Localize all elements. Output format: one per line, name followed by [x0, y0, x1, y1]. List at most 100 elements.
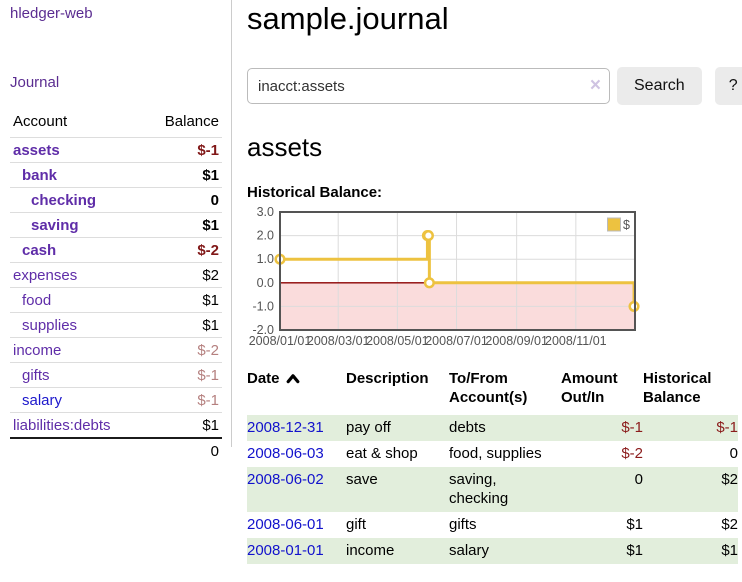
y-tick-label: -2.0 [252, 323, 274, 337]
account-row: saving $1 [10, 212, 222, 238]
account-row: checking 0 [10, 187, 222, 213]
accounts-table: Account Balance assets $-1 bank $1 checking 0… [10, 110, 222, 463]
transaction-description: save [346, 471, 378, 489]
account-balance: $1 [142, 212, 222, 238]
search-input[interactable] [247, 68, 610, 105]
sort-ascending-icon [286, 374, 299, 384]
account-link[interactable]: cash [22, 242, 57, 259]
account-link[interactable]: income [13, 342, 62, 359]
account-row: cash $-2 [10, 237, 222, 263]
register-header-description: Description [346, 370, 429, 388]
account-row: food $1 [10, 287, 222, 313]
sidebar: hledger-web Journal Account Balance asse… [0, 0, 232, 463]
sidebar-item-journal[interactable]: Journal [10, 74, 60, 91]
transaction-balance: $-1 [716, 419, 738, 437]
clear-search-icon[interactable]: × [589, 75, 601, 97]
balance-chart: 3.0 2.0 1.0 0.0 -1.0 -2.02008/01/012008/03/01… [249, 205, 640, 348]
x-tick-label: 2008/09/01 [485, 334, 548, 348]
account-balance: $-1 [142, 387, 222, 413]
transaction-date-link[interactable]: 2008-06-01 [247, 516, 324, 534]
register-header-accounts: To/From Account(s) [449, 370, 528, 407]
account-row: gifts $-1 [10, 362, 222, 388]
y-tick-label: 2.0 [257, 229, 274, 243]
transaction-amount: 0 [634, 471, 643, 489]
accounts-header-row: Account Balance [10, 110, 222, 138]
account-link[interactable]: expenses [13, 267, 78, 284]
x-tick-label: 2008/03/01 [307, 334, 370, 348]
transaction-balance: $2 [721, 516, 738, 534]
transaction-accounts: saving, checking [449, 471, 509, 508]
transaction-amount: $-2 [621, 445, 643, 463]
transaction-balance: $1 [721, 542, 738, 560]
search-button[interactable]: Search [617, 67, 702, 106]
account-link[interactable]: food [22, 292, 52, 309]
y-tick-label: -1.0 [252, 299, 274, 313]
register-row: 2008-12-31 pay off debts $-1 $-1 [247, 415, 738, 442]
account-balance: $1 [142, 287, 222, 313]
help-button[interactable]: ? [714, 67, 742, 106]
register-header-amount: Amount Out/In [561, 370, 618, 407]
account-balance: $1 [142, 312, 222, 338]
transaction-description: gift [346, 516, 367, 534]
legend-swatch [607, 217, 621, 232]
x-tick-label: 2008/11/01 [545, 334, 607, 348]
account-row: salary $-1 [10, 387, 222, 413]
accounts-total-spacer [10, 437, 143, 463]
register-table: Date Description To/From Account(s) Amou… [247, 367, 738, 565]
transaction-date-link[interactable]: 2008-06-02 [247, 471, 324, 489]
account-balance: $-2 [142, 237, 222, 263]
transaction-accounts: gifts [449, 516, 477, 534]
account-link[interactable]: saving [31, 217, 79, 234]
account-row: liabilities:debts $1 [10, 413, 222, 439]
x-tick-label: 2008/07/01 [425, 334, 488, 348]
account-link[interactable]: bank [22, 167, 58, 184]
page-title: sample.journal [247, 1, 449, 36]
account-link[interactable]: supplies [22, 317, 78, 334]
account-link[interactable]: checking [31, 192, 97, 209]
x-tick-label: 2008/05/01 [366, 334, 429, 348]
accounts-table-body: assets $-1 bank $1 checking 0 saving $1 cash $-2 e… [10, 137, 222, 439]
main-panel: sample.journal × Search ? assets Histori… [232, 0, 742, 565]
register-table-body: 2008-12-31 pay off debts $-1 $-1 2008-06-03 ea… [247, 415, 738, 565]
account-row: assets $-1 [10, 137, 222, 163]
account-row: supplies $1 [10, 312, 222, 338]
account-balance: $-1 [142, 137, 222, 163]
register-row: 2008-01-01 income salary $1 $1 [247, 538, 738, 565]
transaction-amount: $-1 [621, 419, 643, 437]
account-link[interactable]: salary [22, 392, 63, 409]
account-row: expenses $2 [10, 262, 222, 288]
sidebar-nav: Journal [10, 74, 222, 92]
account-link[interactable]: assets [13, 142, 60, 159]
register-header-date[interactable]: Date [247, 367, 346, 415]
brand-link[interactable]: hledger-web [10, 5, 93, 22]
transaction-date-link[interactable]: 2008-12-31 [247, 419, 324, 437]
register-row: 2008-06-02 save saving, checking 0 $2 [247, 467, 738, 513]
transaction-description: pay off [346, 419, 391, 437]
register-header-balance: Historical Balance [643, 370, 712, 407]
transaction-date-link[interactable]: 2008-06-03 [247, 445, 324, 463]
accounts-total-row: 0 [10, 437, 222, 463]
account-link[interactable]: liabilities:debts [13, 417, 111, 434]
register-row: 2008-06-03 eat & shop food, supplies $-2 0 [247, 441, 738, 467]
transaction-date-link[interactable]: 2008-01-01 [247, 542, 324, 560]
data-point [422, 230, 434, 242]
y-tick-label: 1.0 [257, 252, 274, 266]
transaction-amount: $1 [626, 516, 643, 534]
accounts-header-account: Account [10, 110, 143, 138]
transaction-accounts: food, supplies [449, 445, 542, 463]
account-balance: $1 [142, 162, 222, 188]
account-link[interactable]: gifts [22, 367, 50, 384]
account-row: bank $1 [10, 162, 222, 188]
account-balance: $-1 [142, 362, 222, 388]
chart-title: Historical Balance: [247, 184, 383, 202]
accounts-total-balance: 0 [142, 437, 222, 463]
transaction-accounts: debts [449, 419, 486, 437]
search-box: × [247, 68, 610, 105]
y-tick-label: 3.0 [257, 205, 274, 219]
search-form: × Search ? [247, 67, 742, 106]
transaction-balance: $2 [721, 471, 738, 489]
account-balance: 0 [142, 187, 222, 213]
hledger-web-app: hledger-web Journal Account Balance asse… [0, 0, 742, 565]
transaction-description: income [346, 542, 395, 560]
account-row: income $-2 [10, 337, 222, 363]
